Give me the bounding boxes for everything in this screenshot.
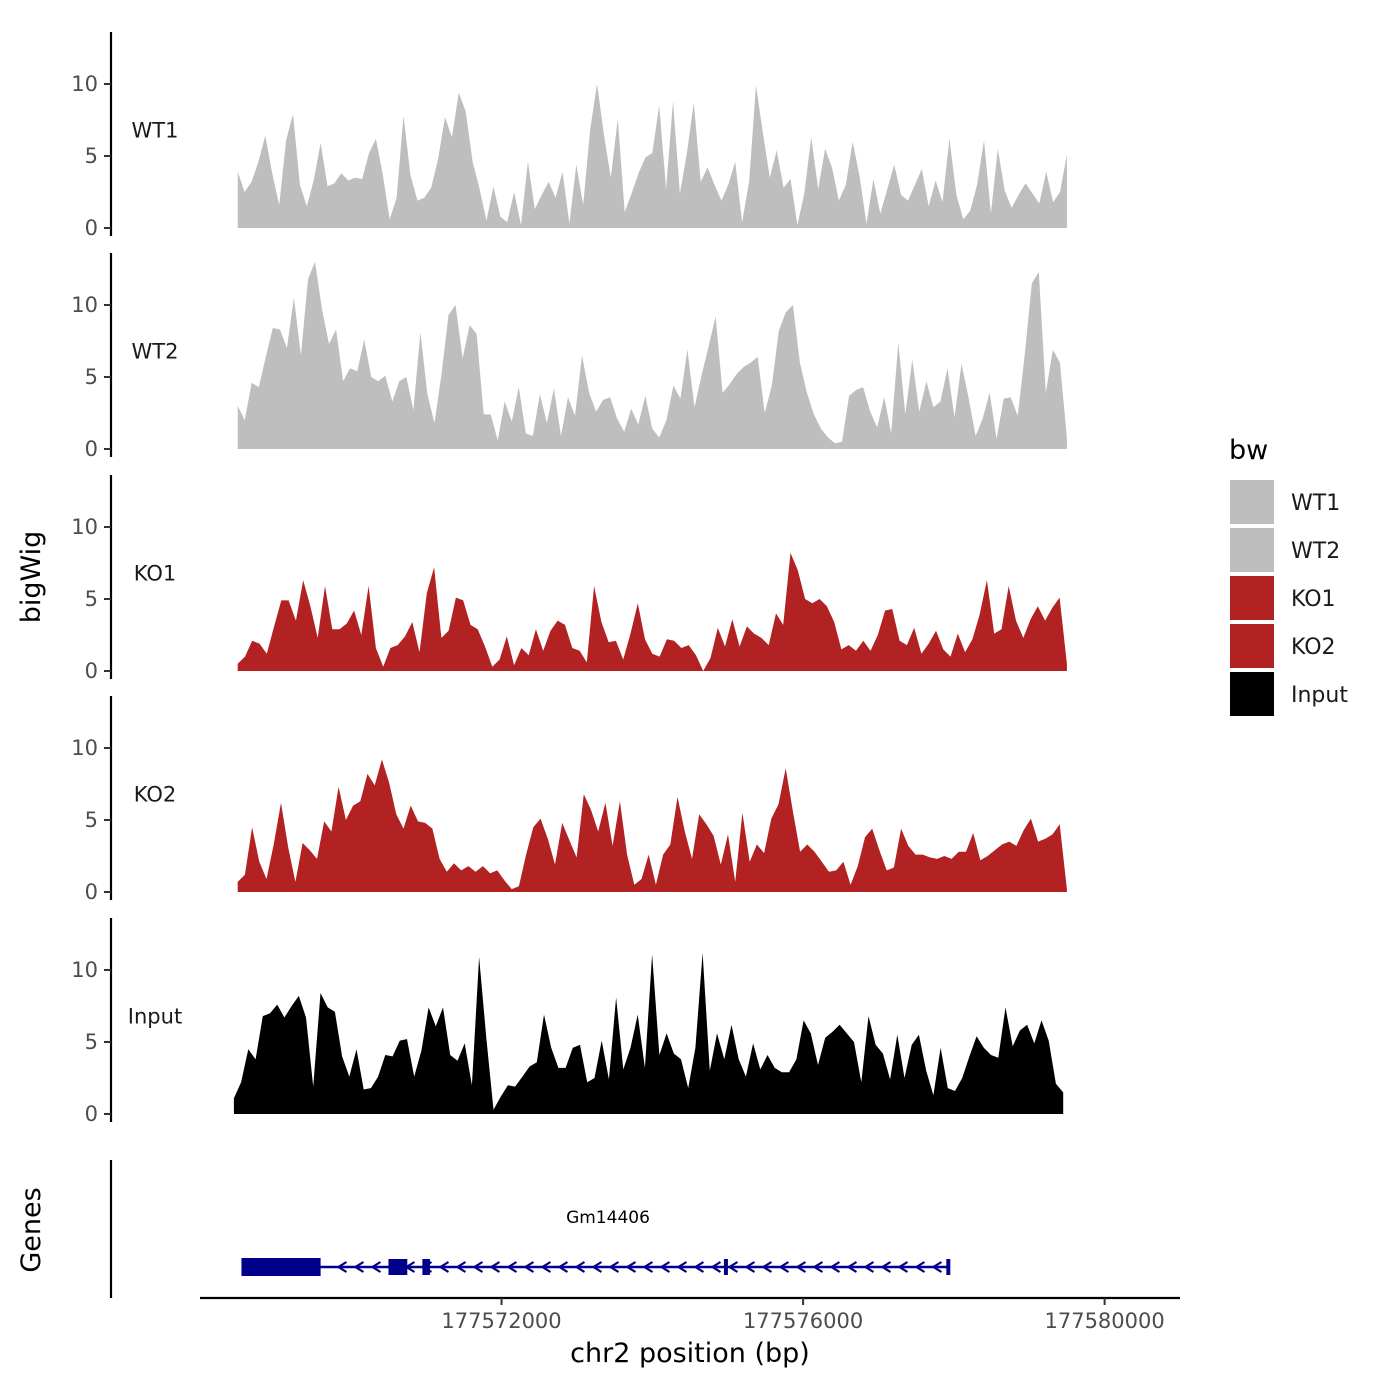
strand-arrow: [353, 1261, 365, 1273]
gene-exon: [388, 1259, 408, 1275]
track-ko1: 0 5 10 KO1: [71, 475, 1067, 683]
strand-arrow: [846, 1261, 858, 1273]
legend-swatch-input: [1230, 672, 1274, 716]
strand-arrow: [795, 1261, 807, 1273]
strand-arrow: [863, 1261, 875, 1273]
x-tick-label: 177572000: [441, 1309, 561, 1333]
strand-arrow: [608, 1261, 620, 1273]
y-tick-label: 5: [85, 144, 98, 168]
gene-exon: [422, 1259, 430, 1275]
track-wt1: 0 5 10 WT1: [71, 32, 1067, 240]
y-tick-label: 10: [71, 958, 98, 982]
strand-arrow: [727, 1261, 739, 1273]
legend-label-input: Input: [1291, 683, 1348, 708]
coverage-area-ko2: [237, 759, 1067, 892]
y-tick-label: 0: [85, 437, 98, 461]
coverage-area-input: [233, 952, 1064, 1114]
y-tick-label: 5: [85, 365, 98, 389]
coverage-area-wt1: [237, 84, 1067, 228]
genes-axis-title: Genes: [16, 1187, 47, 1272]
strand-arrow: [489, 1261, 501, 1273]
gene-exon: [946, 1259, 951, 1275]
y-tick-label: 10: [71, 72, 98, 96]
strand-arrow: [829, 1261, 841, 1273]
y-tick-label: 0: [85, 880, 98, 904]
legend-label-wt1: WT1: [1291, 491, 1340, 516]
y-tick-label: 0: [85, 659, 98, 683]
strand-arrow: [540, 1261, 552, 1273]
strand-arrow: [744, 1261, 756, 1273]
strand-arrow: [897, 1261, 909, 1273]
track-label: WT1: [132, 118, 179, 142]
strand-arrow: [710, 1261, 722, 1273]
strand-arrow: [880, 1261, 892, 1273]
strand-arrow: [659, 1261, 671, 1273]
strand-arrow: [931, 1261, 943, 1273]
track-wt2: 0 5 10 WT2: [71, 253, 1067, 461]
strand-arrow: [472, 1261, 484, 1273]
strand-arrow: [455, 1261, 467, 1273]
strand-arrow: [523, 1261, 535, 1273]
strand-arrow: [761, 1261, 773, 1273]
strand-arrow: [336, 1261, 348, 1273]
strand-arrow: [370, 1261, 382, 1273]
strand-arrow: [506, 1261, 518, 1273]
coverage-area-ko1: [237, 552, 1067, 671]
legend-label-wt2: WT2: [1291, 539, 1340, 564]
track-label: WT2: [132, 339, 179, 363]
strand-arrow: [693, 1261, 705, 1273]
strand-arrow: [778, 1261, 790, 1273]
strand-arrow: [642, 1261, 654, 1273]
strand-arrow: [625, 1261, 637, 1273]
strand-arrow: [676, 1261, 688, 1273]
x-tick-label: 177576000: [743, 1309, 863, 1333]
y-tick-label: 10: [71, 293, 98, 317]
legend-swatch-ko2: [1230, 624, 1274, 668]
legend-swatch-wt2: [1230, 528, 1274, 572]
strand-arrow: [812, 1261, 824, 1273]
x-axis: 177572000 177576000 177580000: [200, 1296, 1180, 1333]
track-ko2: 0 5 10 KO2: [71, 696, 1067, 904]
legend-swatch-wt1: [1230, 480, 1274, 524]
gene-exon: [241, 1258, 321, 1276]
y-tick-label: 0: [85, 216, 98, 240]
strand-arrow: [591, 1261, 603, 1273]
gene-track: Gm14406: [109, 1160, 951, 1298]
legend-title: bw: [1229, 435, 1268, 466]
strand-arrow: [574, 1261, 586, 1273]
y-tick-label: 10: [71, 515, 98, 539]
y-tick-label: 0: [85, 1102, 98, 1126]
track-label: Input: [128, 1004, 182, 1028]
track-label: KO2: [134, 782, 177, 806]
gene-name: Gm14406: [566, 1208, 650, 1228]
strand-arrow: [438, 1261, 450, 1273]
y-axis-title: bigWig: [16, 531, 47, 624]
legend-label-ko1: KO1: [1291, 587, 1336, 612]
y-tick-label: 10: [71, 736, 98, 760]
gene-exon: [723, 1259, 728, 1275]
coverage-area-wt2: [237, 261, 1067, 449]
x-axis-title: chr2 position (bp): [570, 1338, 810, 1369]
y-tick-label: 5: [85, 587, 98, 611]
strand-arrow: [914, 1261, 926, 1273]
legend-swatch-ko1: [1230, 576, 1274, 620]
x-tick-label: 177580000: [1044, 1309, 1164, 1333]
track-input: 0 5 10 Input: [71, 918, 1064, 1126]
y-tick-label: 5: [85, 808, 98, 832]
legend: bw WT1 WT2 KO1 KO2 Input: [1229, 435, 1348, 716]
track-label: KO1: [134, 561, 177, 585]
strand-arrow: [557, 1261, 569, 1273]
coverage-tracks: 0 5 10 WT1 0 5 10 WT2 0 5 10 KO1 0 5 10 KO2 0 5 10 Input: [71, 32, 1067, 1126]
legend-label-ko2: KO2: [1291, 635, 1336, 660]
y-tick-label: 5: [85, 1030, 98, 1054]
